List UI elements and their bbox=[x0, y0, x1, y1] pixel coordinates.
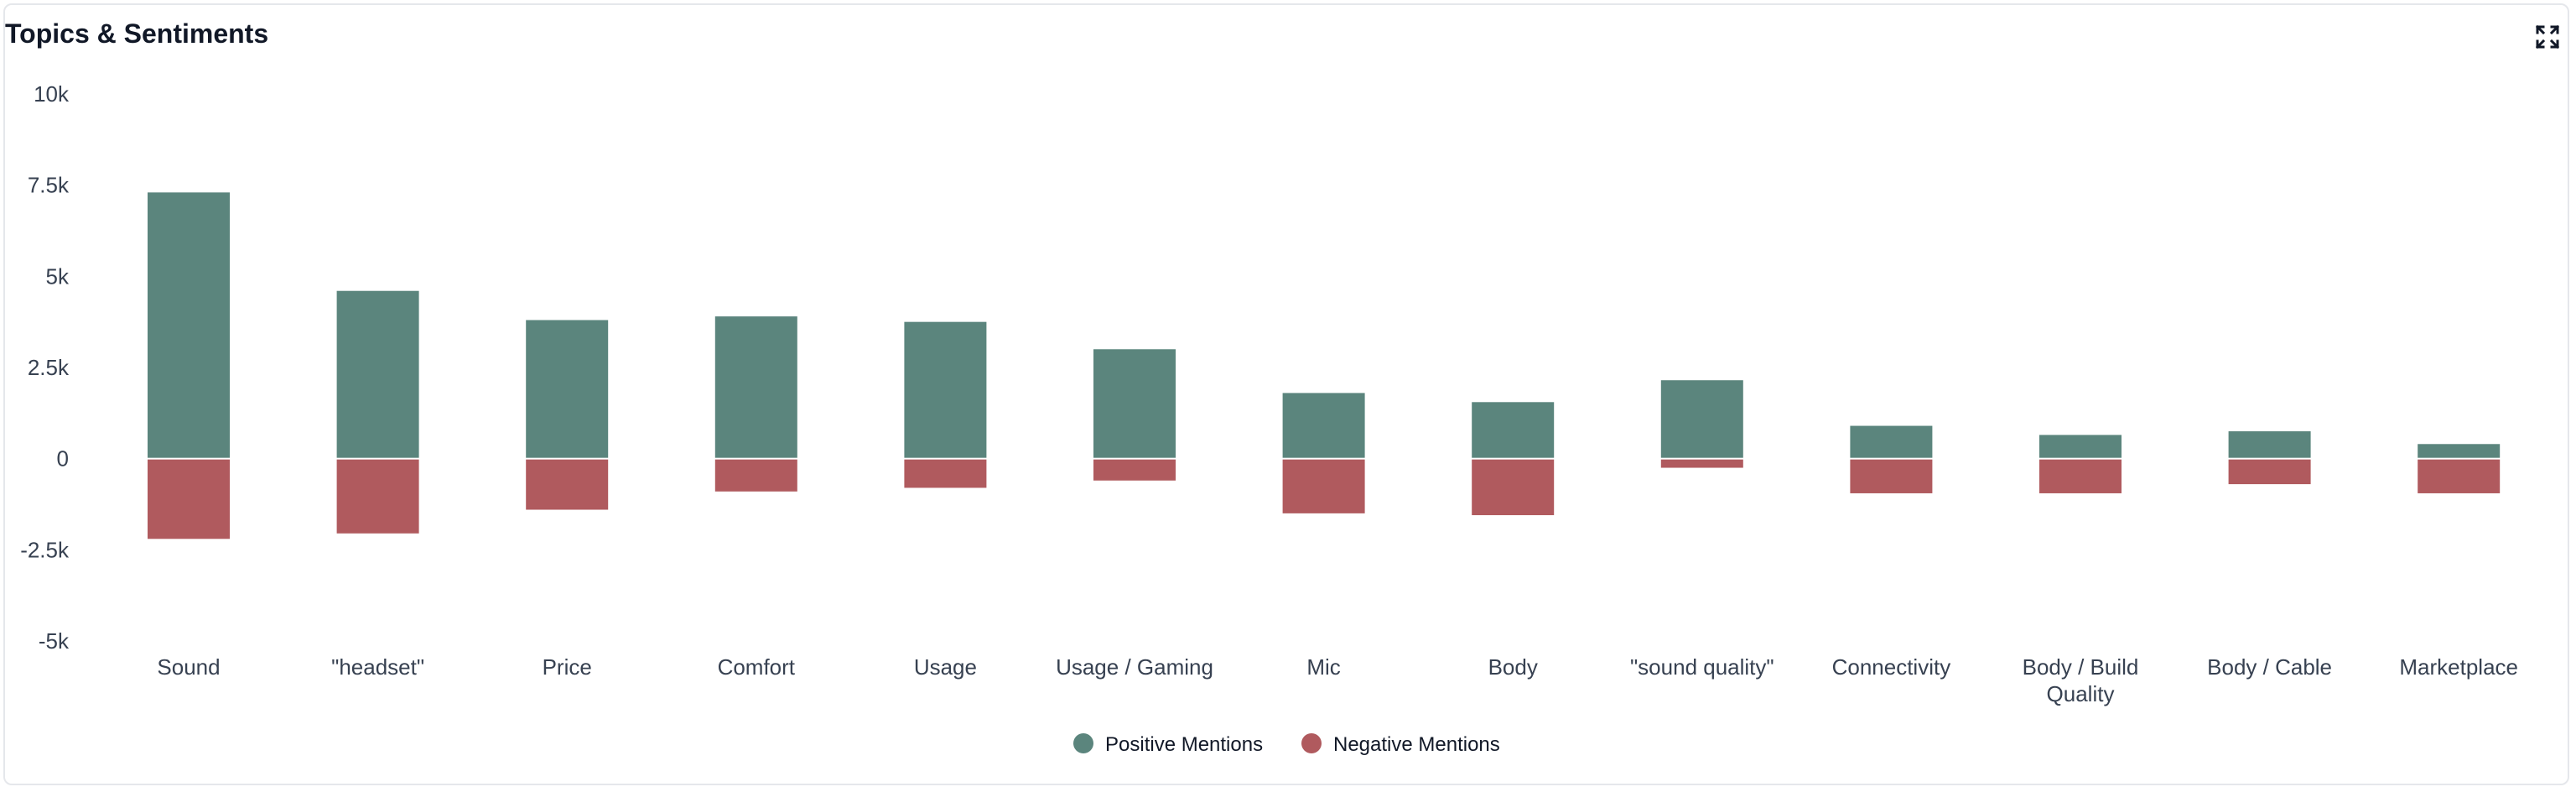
bar-positive[interactable] bbox=[2039, 435, 2122, 458]
legend-swatch bbox=[1073, 733, 1093, 753]
expand-icon[interactable] bbox=[2535, 24, 2560, 50]
y-tick-label: -2.5k bbox=[20, 537, 70, 562]
x-tick-label: Price bbox=[543, 654, 592, 680]
bar-positive[interactable] bbox=[1282, 393, 1365, 458]
bar-negative[interactable] bbox=[2039, 459, 2122, 493]
bar-negative[interactable] bbox=[1093, 459, 1176, 481]
legend-label: Negative Mentions bbox=[1333, 733, 1500, 756]
x-tick-label: "headset" bbox=[331, 654, 424, 680]
x-tick-label: Body / Cable bbox=[2207, 654, 2332, 680]
x-tick-label: Mic bbox=[1306, 654, 1340, 680]
x-tick-label: Comfort bbox=[718, 654, 796, 680]
y-tick-label: -5k bbox=[39, 628, 70, 654]
y-tick-label: 10k bbox=[34, 81, 70, 107]
chart-title: Topics & Sentiments bbox=[5, 18, 269, 49]
bar-negative[interactable] bbox=[2418, 459, 2501, 493]
bars bbox=[148, 192, 2501, 539]
bar-positive[interactable] bbox=[336, 290, 419, 458]
legend: Positive Mentions Negative Mentions bbox=[1073, 733, 1500, 756]
bar-positive[interactable] bbox=[526, 320, 609, 458]
bar-negative[interactable] bbox=[526, 459, 609, 510]
legend-item-negative[interactable]: Negative Mentions bbox=[1301, 733, 1500, 756]
x-tick-label: Marketplace bbox=[2399, 654, 2518, 680]
bar-positive[interactable] bbox=[904, 321, 987, 458]
bar-positive[interactable] bbox=[1850, 425, 1933, 458]
bar-positive[interactable] bbox=[714, 316, 797, 458]
legend-item-positive[interactable]: Positive Mentions bbox=[1073, 733, 1263, 756]
x-tick-label: Connectivity bbox=[1832, 654, 1951, 680]
bar-positive[interactable] bbox=[2418, 444, 2501, 458]
bar-positive[interactable] bbox=[148, 192, 230, 458]
x-tick-label: Body bbox=[1488, 654, 1538, 680]
x-tick-label: Body / Build Quality bbox=[2023, 654, 2139, 706]
x-tick-label: Usage bbox=[914, 654, 977, 680]
bar-positive[interactable] bbox=[1472, 402, 1555, 458]
bar-negative[interactable] bbox=[148, 459, 230, 539]
bar-positive[interactable] bbox=[2228, 431, 2311, 458]
bar-negative[interactable] bbox=[336, 459, 419, 534]
x-tick-label: "sound quality" bbox=[1630, 654, 1774, 680]
y-tick-label: 0 bbox=[57, 446, 69, 472]
bar-negative[interactable] bbox=[1660, 459, 1743, 468]
y-tick-label: 5k bbox=[46, 263, 70, 289]
bar-negative[interactable] bbox=[1850, 459, 1933, 493]
y-tick-label: 2.5k bbox=[28, 355, 70, 380]
y-axis: 10k 7.5k 5k 2.5k 0 -2.5k -5k bbox=[20, 81, 70, 654]
bar-negative[interactable] bbox=[1472, 459, 1555, 516]
bar-negative[interactable] bbox=[1282, 459, 1365, 513]
bar-negative[interactable] bbox=[714, 459, 797, 492]
bar-negative[interactable] bbox=[2228, 459, 2311, 485]
x-axis: Sound "headset" Price Comfort Usage Usage / G… bbox=[157, 654, 2518, 706]
bar-positive[interactable] bbox=[1660, 380, 1743, 458]
y-tick-label: 7.5k bbox=[28, 173, 70, 198]
legend-swatch bbox=[1301, 733, 1322, 753]
legend-label: Positive Mentions bbox=[1105, 733, 1263, 756]
bar-negative[interactable] bbox=[904, 459, 987, 488]
x-tick-label: Usage / Gaming bbox=[1056, 654, 1213, 680]
x-tick-label: Sound bbox=[157, 654, 220, 680]
bar-positive[interactable] bbox=[1093, 349, 1176, 458]
